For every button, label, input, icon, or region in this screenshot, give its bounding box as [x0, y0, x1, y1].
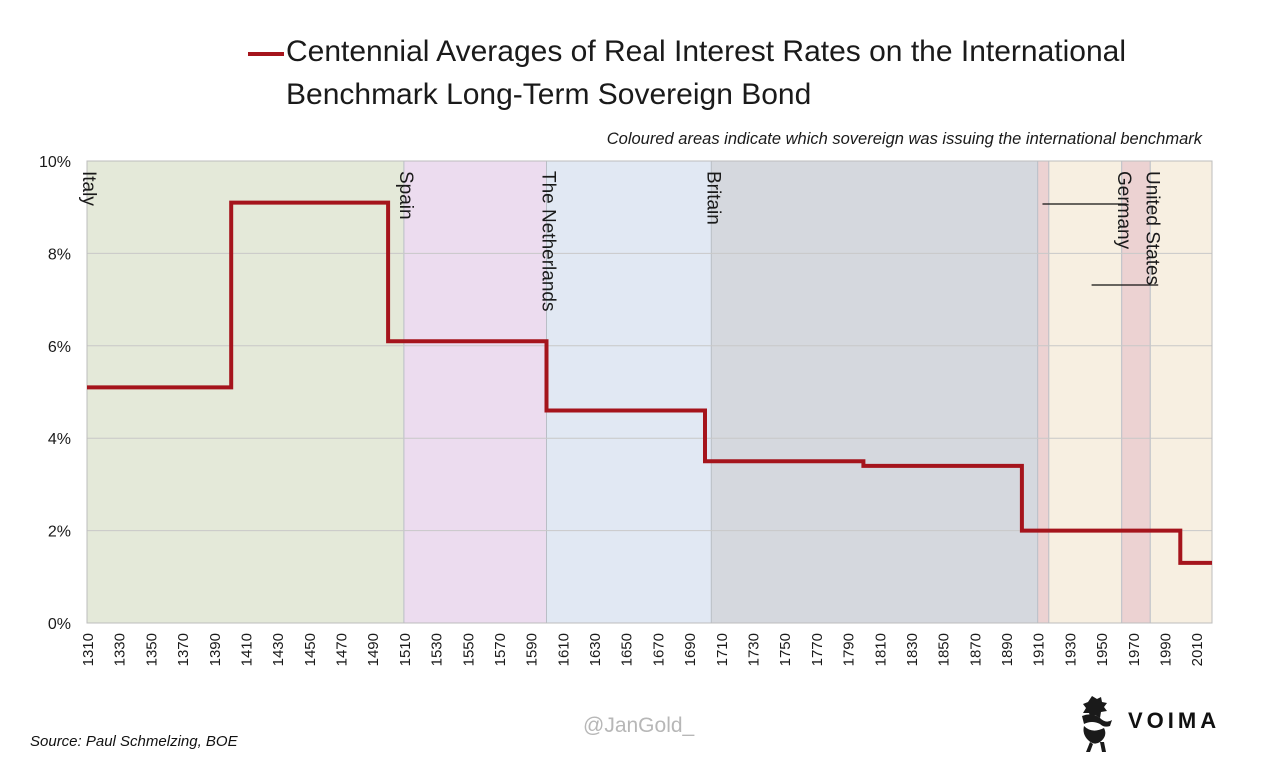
x-tick-label: 1390 [207, 633, 224, 666]
x-tick-label: 1490 [365, 633, 382, 666]
x-tick-label: 1710 [714, 633, 731, 666]
x-tick-label: 2010 [1189, 633, 1206, 666]
region-italy [87, 161, 404, 623]
x-tick-label: 1650 [619, 633, 636, 666]
sovereign-regions [87, 161, 1212, 623]
x-tick-label: 1350 [143, 633, 160, 666]
watermark: @JanGold_ [583, 714, 695, 737]
source-note: Source: Paul Schmelzing, BOE [30, 733, 238, 750]
x-tick-label: 1370 [175, 633, 192, 666]
x-tick-label: 1510 [397, 633, 414, 666]
x-tick-label: 1850 [936, 633, 953, 666]
x-tick-label: 1450 [302, 633, 319, 666]
x-tick-label: 1770 [809, 633, 826, 666]
chart-title: Centennial Averages of Real Interest Rat… [286, 35, 1126, 111]
region-label: Italy [78, 171, 99, 206]
voima-logo: VOIMA [1070, 692, 1250, 754]
x-tick-label: 1870 [967, 633, 984, 666]
region-gap-4 [1037, 161, 1049, 623]
region-britain [711, 161, 1038, 623]
x-tick-label: 1750 [777, 633, 794, 666]
x-tick-label: 1310 [80, 633, 97, 666]
plot-frame [86, 160, 1213, 624]
x-axis: 1310 1330 1350 1370 1390 1410 1430 1450 1470 1490… [80, 633, 1206, 666]
x-tick-label: 1330 [112, 633, 129, 666]
series-layer [87, 200, 1212, 565]
x-tick-label: 1570 [492, 633, 509, 666]
y-tick-label: 6% [48, 339, 71, 356]
lion-emblem-icon [1082, 696, 1112, 752]
region-spain [403, 161, 547, 623]
x-tick-label: 1630 [587, 633, 604, 666]
annotation-lines [1042, 203, 1159, 286]
x-tick-label: 1790 [841, 633, 858, 666]
region-label: Spain [395, 171, 416, 220]
x-tick-label: 1610 [555, 633, 572, 666]
x-tick-label: 1830 [904, 633, 921, 666]
region-label: Germany [1113, 171, 1134, 250]
region-the-netherlands [546, 161, 712, 623]
y-tick-label: 2% [48, 524, 71, 541]
region-germany [1121, 161, 1151, 623]
chart-subtitle: Coloured areas indicate which sovereign … [606, 130, 1202, 148]
x-tick-label: 1890 [999, 633, 1016, 666]
x-tick-label: 1670 [650, 633, 667, 666]
x-tick-label: 1970 [1126, 633, 1143, 666]
x-tick-label: 1410 [238, 633, 255, 666]
region-label: The Netherlands [538, 171, 559, 311]
y-tick-label: 4% [48, 431, 71, 448]
x-tick-label: 1430 [270, 633, 287, 666]
y-tick-label: 8% [48, 246, 71, 263]
series-line [87, 200, 1212, 565]
x-tick-label: 1690 [682, 633, 699, 666]
x-tick-label: 1930 [1062, 633, 1079, 666]
y-tick-label: 0% [48, 616, 71, 633]
x-tick-label: 1730 [745, 633, 762, 666]
y-tick-label: 10% [39, 154, 71, 171]
x-tick-label: 1990 [1157, 633, 1174, 666]
region-gap-5 [1048, 161, 1122, 623]
y-axis: 0% 2% 4% 6% 8% 10% [39, 154, 71, 633]
region-label: United States [1141, 171, 1162, 285]
region-label: Britain [702, 171, 723, 225]
logo-wordmark: VOIMA [1128, 708, 1221, 733]
x-tick-label: 1910 [1031, 633, 1048, 666]
x-tick-label: 1590 [524, 633, 541, 666]
x-tick-label: 1950 [1094, 633, 1111, 666]
x-tick-label: 1810 [872, 633, 889, 666]
x-tick-label: 1530 [429, 633, 446, 666]
x-tick-label: 1470 [334, 633, 351, 666]
region-labels: Italy Spain The Netherlands Britain Germany U… [78, 171, 1162, 311]
title-legend-swatch [248, 52, 284, 56]
x-tick-label: 1550 [460, 633, 477, 666]
